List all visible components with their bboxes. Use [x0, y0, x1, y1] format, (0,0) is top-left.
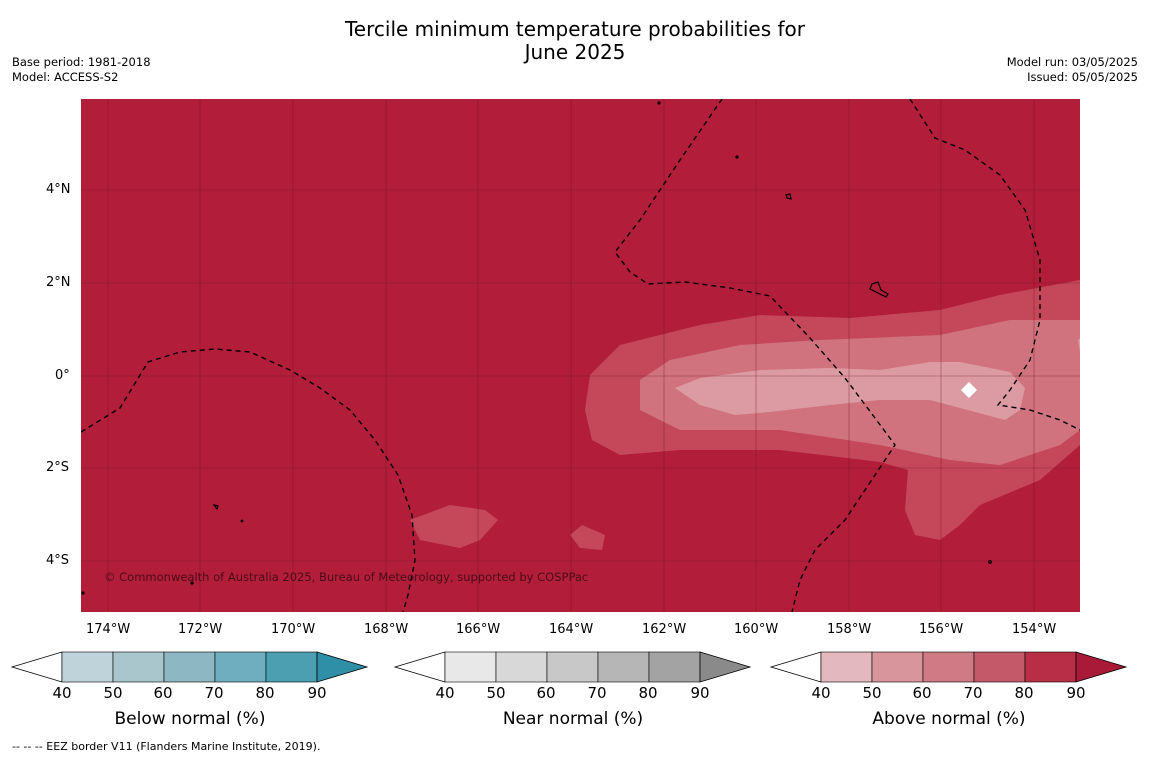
legend-tick: 80 — [255, 684, 275, 702]
legend-upper-extend — [699, 651, 752, 683]
legend-lower-extend — [10, 651, 63, 683]
legend-swatch — [163, 651, 216, 683]
eez-borders — [81, 99, 1080, 612]
legend-tick: 40 — [52, 684, 72, 702]
title-line-1: Tercile minimum temperature probabilitie… — [344, 17, 806, 41]
legend-swatch — [444, 651, 497, 683]
legend-tick: 90 — [1066, 684, 1086, 702]
legend-bars — [10, 651, 1128, 683]
chart-title: Tercile minimum temperature probabilitie… — [0, 18, 1150, 64]
x-tick: 174°W — [86, 622, 131, 637]
legend-title-below: Below normal (%) — [114, 709, 266, 729]
legend-tick: 60 — [153, 684, 173, 702]
legend-lower-extend — [769, 651, 822, 683]
legend-swatch — [973, 651, 1026, 683]
base-period: Base period: 1981-2018 — [12, 55, 151, 69]
legend-title-above: Above normal (%) — [872, 709, 1026, 729]
y-tick-2n: 2°N — [46, 275, 71, 290]
legend-tick: 80 — [638, 684, 658, 702]
x-tick: 160°W — [734, 622, 779, 637]
meta-left: Base period: 1981-2018 Model: ACCESS-S2 — [12, 55, 151, 85]
legend-swatch — [648, 651, 701, 683]
legend-above-normal — [769, 651, 1128, 683]
y-tick-2s: 2°S — [46, 460, 70, 475]
legend-near-normal — [393, 651, 752, 683]
x-tick: 162°W — [642, 622, 687, 637]
meta-right: Model run: 03/05/2025 Issued: 05/05/2025 — [1007, 55, 1138, 85]
legend-tick: 60 — [536, 684, 556, 702]
legend-tick: 90 — [690, 684, 710, 702]
legend-tick: 70 — [587, 684, 607, 702]
legend-swatch — [112, 651, 165, 683]
legend-tick: 70 — [963, 684, 983, 702]
x-tick: 154°W — [1012, 622, 1057, 637]
x-tick: 164°W — [549, 622, 594, 637]
legend-swatch — [597, 651, 650, 683]
legend-swatch — [820, 651, 873, 683]
y-tick-0: 0° — [55, 368, 70, 383]
legend-swatch — [265, 651, 318, 683]
model-run: Model run: 03/05/2025 — [1006, 55, 1138, 69]
x-tick: 168°W — [364, 622, 409, 637]
region-70-80-west — [410, 505, 498, 548]
islands — [81, 101, 992, 595]
legend-swatch — [61, 651, 114, 683]
legend-upper-extend — [316, 651, 369, 683]
legend-below-normal — [10, 651, 369, 683]
legend-tick: 50 — [103, 684, 123, 702]
legend-tick: 80 — [1014, 684, 1034, 702]
x-tick: 172°W — [178, 622, 223, 637]
highlight-diamond — [961, 382, 977, 398]
issued-date: Issued: 05/05/2025 — [1027, 70, 1138, 84]
region-50-60 — [675, 362, 1025, 420]
legend-swatch — [871, 651, 924, 683]
legend-tick: 40 — [811, 684, 831, 702]
model-name: Model: ACCESS-S2 — [12, 70, 119, 84]
x-tick: 166°W — [456, 622, 501, 637]
title-line-2: June 2025 — [524, 40, 626, 64]
legend-tick: 90 — [307, 684, 327, 702]
x-tick: 158°W — [827, 622, 872, 637]
legend-swatch — [1024, 651, 1077, 683]
y-tick-4s: 4°S — [46, 553, 70, 568]
legend-tick: 60 — [912, 684, 932, 702]
legend-tick: 50 — [486, 684, 506, 702]
region-50-60-edge — [1078, 338, 1080, 352]
legend-swatch — [214, 651, 267, 683]
legend-upper-extend — [1075, 651, 1128, 683]
legend-title-near: Near normal (%) — [502, 709, 644, 729]
region-70-80-small — [570, 525, 605, 550]
legend-tick: 70 — [204, 684, 224, 702]
y-tick-4n: 4°N — [46, 182, 71, 197]
footer-note: -- -- -- EEZ border V11 (Flanders Marine… — [12, 740, 321, 753]
x-tick: 170°W — [271, 622, 316, 637]
copyright-notice: © Commonwealth of Australia 2025, Bureau… — [104, 570, 589, 584]
probability-fields — [81, 99, 1080, 612]
legend-tick: 40 — [435, 684, 455, 702]
legend-tick: 50 — [862, 684, 882, 702]
legend-lower-extend — [393, 651, 446, 683]
x-tick: 156°W — [919, 622, 964, 637]
grid-lines — [81, 99, 1080, 612]
legend-swatch — [546, 651, 599, 683]
legend-swatch — [495, 651, 548, 683]
legend-swatch — [922, 651, 975, 683]
